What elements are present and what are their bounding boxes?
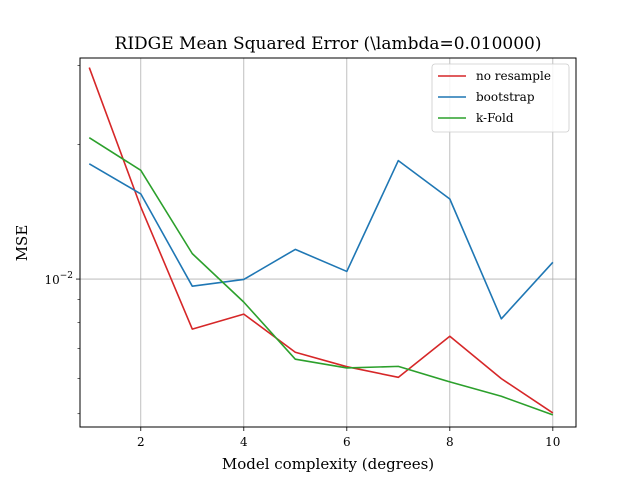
x-tick-label: 8 [446, 435, 454, 449]
series-line-k-fold [88, 137, 554, 416]
legend-label: k-Fold [476, 111, 514, 125]
legend-label: bootstrap [476, 90, 535, 104]
series-line-no-resample [88, 67, 554, 414]
x-tick-label: 6 [343, 435, 351, 449]
x-axis-label: Model complexity (degrees) [222, 455, 434, 473]
series-layer [88, 67, 554, 416]
series-line-bootstrap [88, 159, 554, 320]
chart-title: RIDGE Mean Squared Error (\lambda=0.0100… [115, 34, 542, 54]
legend: no resample bootstrap k-Fold [431, 63, 570, 133]
y-tick-label: 10−2 [44, 271, 73, 287]
axis-ticks: 2 4 6 8 10 10−2 [44, 65, 560, 449]
legend-box [431, 63, 570, 133]
plot-frame [79, 57, 577, 428]
x-tick-label: 4 [240, 435, 248, 449]
legend-label: no resample [476, 69, 551, 83]
x-tick-label: 2 [137, 435, 145, 449]
y-axis-label: MSE [13, 225, 31, 262]
x-tick-label: 10 [545, 435, 560, 449]
